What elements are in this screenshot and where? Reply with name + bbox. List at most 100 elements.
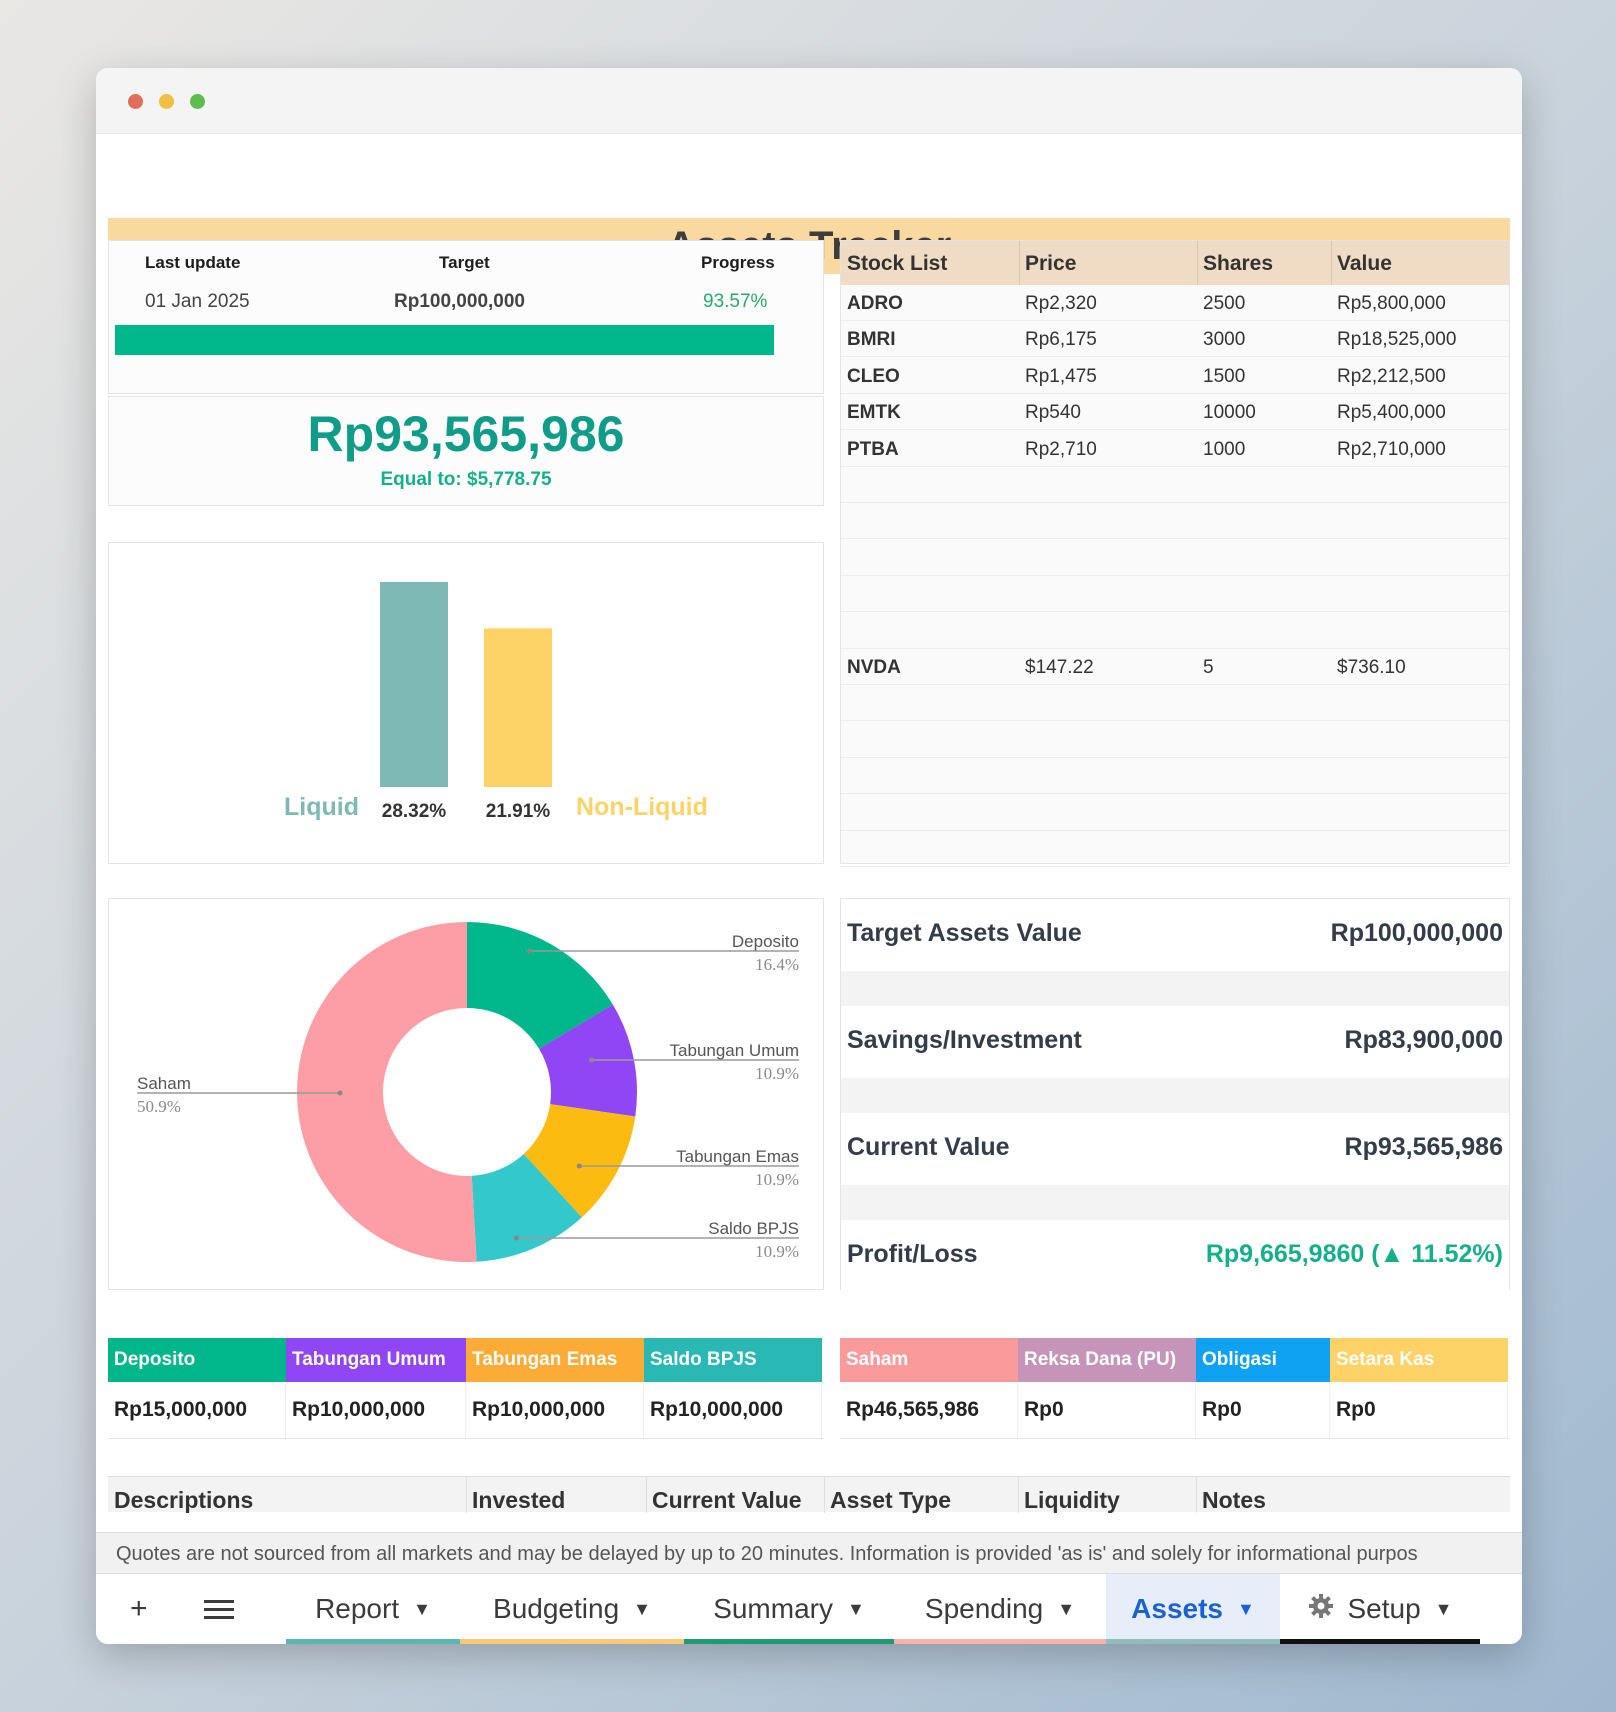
stock-cell-shares: 1000 [1203, 438, 1246, 460]
title-bar [96, 68, 1522, 134]
category-value: Rp0 [1330, 1382, 1508, 1438]
stock-cell-value: Rp18,525,000 [1337, 329, 1457, 351]
stock-cell-price: Rp1,475 [1025, 365, 1097, 387]
donut-value-label: 10.9% [755, 1170, 799, 1189]
summary-card: Last update Target Progress 01 Jan 2025 … [108, 240, 824, 394]
category-header-tabungan-emas: Tabungan Emas [466, 1338, 644, 1382]
category-header-setara-kas: Setara Kas [1330, 1338, 1508, 1382]
stock-empty-row [841, 503, 1509, 540]
stock-header-ticker: Stock List [847, 252, 948, 275]
stock-header-price: Price [1025, 252, 1077, 275]
stock-cell-shares: 1500 [1203, 365, 1246, 387]
category-strip-baseline [840, 1438, 1510, 1439]
stock-table-header: Stock List Price Shares Value [841, 241, 1509, 285]
donut-category-label: Saham [137, 1074, 191, 1093]
bar-category-label: Liquid [284, 793, 359, 821]
stock-cell-value: Rp5,400,000 [1337, 402, 1446, 424]
tab-spending[interactable]: Spending ▼ [894, 1574, 1106, 1644]
gear-icon [1308, 1593, 1334, 1626]
bar-value-label: 21.91% [486, 801, 551, 822]
donut-slice-deposito [467, 922, 613, 1049]
stock-cell-value: Rp5,800,000 [1337, 293, 1446, 314]
tab-setup[interactable]: Setup ▼ [1280, 1574, 1480, 1644]
usd-equivalent: Equal to: $5,778.75 [380, 469, 552, 490]
tab-summary[interactable]: Summary ▼ [684, 1574, 894, 1644]
tab-color-bar [684, 1639, 894, 1644]
stock-row-nvda: NVDA $147.22 5 $736.10 [841, 649, 1509, 685]
tab-budgeting[interactable]: Budgeting ▼ [460, 1574, 684, 1644]
caret-down-icon[interactable]: ▼ [413, 1598, 431, 1619]
stock-cell-ticker: PTBA [847, 438, 899, 460]
stock-cell-shares: 3000 [1203, 329, 1246, 351]
plus-icon[interactable]: + [130, 1592, 148, 1625]
caret-down-icon[interactable]: ▼ [1057, 1598, 1076, 1619]
caret-down-icon[interactable]: ▼ [1434, 1598, 1453, 1619]
stock-cell-price: Rp6,175 [1025, 329, 1097, 351]
metric-current-value: Current Value Rp93,565,986 [841, 1113, 1509, 1185]
desc-header-invested: Invested [472, 1487, 566, 1513]
stock-empty-row [841, 685, 1509, 722]
progress-bar [115, 325, 774, 355]
donut-category-label: Tabungan Umum [670, 1041, 799, 1060]
bar-value-label: 28.32% [382, 801, 447, 822]
tab-label: Spending [924, 1593, 1044, 1624]
category-value: Rp10,000,000 [286, 1382, 466, 1438]
donut-value-label: 10.9% [755, 1242, 799, 1261]
maximize-window-button[interactable] [190, 94, 205, 109]
metric-profit-loss: Profit/Loss Rp9,665,9860 (▲ 11.52%) [841, 1220, 1509, 1292]
metric-label: Target Assets Value [847, 919, 1082, 947]
metric-label: Savings/Investment [847, 1026, 1082, 1054]
minimize-window-button[interactable] [159, 94, 174, 109]
tab-label: Assets [1131, 1593, 1223, 1624]
caret-down-icon[interactable]: ▼ [846, 1598, 865, 1619]
bar-liquid [380, 582, 448, 787]
stock-row-bmri: BMRI Rp6,175 3000 Rp18,525,000 [841, 321, 1509, 358]
donut-slice-tabungan-umum [539, 1004, 637, 1117]
close-window-button[interactable] [128, 94, 143, 109]
stock-row-cleo: CLEO Rp1,475 1500 Rp2,212,500 [841, 358, 1509, 394]
metric-value: Rp83,900,000 [1344, 1026, 1503, 1054]
descriptions-table-header: Descriptions Invested Current Value Asse… [108, 1476, 1510, 1513]
metrics-panel: Target Assets Value Rp100,000,000 Saving… [840, 898, 1510, 1292]
donut-slice-saham [297, 922, 477, 1262]
tab-assets[interactable]: Assets ▼ [1106, 1574, 1280, 1644]
tab-report[interactable]: Report ▼ [286, 1574, 460, 1644]
desc-header-notes: Notes [1202, 1487, 1266, 1513]
metric-label: Profit/Loss [847, 1240, 978, 1268]
category-value: Rp0 [1018, 1382, 1196, 1438]
category-value: Rp46,565,986 [840, 1382, 1018, 1438]
total-assets-value: Rp93,565,986 [307, 406, 625, 462]
target-value: Rp100,000,000 [394, 291, 525, 312]
stock-cell-ticker: NVDA [847, 657, 901, 678]
stock-cell-shares: 10000 [1203, 402, 1256, 424]
stock-cell-ticker: BMRI [847, 329, 896, 351]
donut-value-label: 10.9% [755, 1064, 799, 1083]
stock-cell-shares: 2500 [1203, 293, 1246, 314]
desc-header-descriptions: Descriptions [114, 1487, 254, 1513]
tab-color-bar [894, 1639, 1106, 1644]
stock-list-table: Stock List Price Shares Value ADRO Rp2,32… [840, 240, 1510, 867]
stock-empty-row [841, 831, 1509, 867]
stock-empty-row [841, 722, 1509, 758]
donut-slice-saldo-bpjs [471, 1153, 582, 1262]
hamburger-icon[interactable] [204, 1574, 234, 1644]
stock-empty-row [841, 758, 1509, 795]
tab-label: Report [315, 1593, 400, 1624]
stock-cell-ticker: CLEO [847, 365, 900, 387]
metric-target-assets: Target Assets Value Rp100,000,000 [841, 899, 1509, 971]
tab-color-bar [286, 1639, 460, 1644]
desc-header-asset-type: Asset Type [830, 1487, 952, 1513]
tab-label: Summary [713, 1593, 833, 1624]
caret-down-icon[interactable]: ▼ [633, 1598, 651, 1619]
stock-cell-value: $736.10 [1337, 657, 1406, 678]
metric-label: Current Value [847, 1133, 1010, 1161]
liquidity-chart-panel: 28.32% 21.91% Liquid Non-Liquid [108, 542, 824, 864]
app-window: Assets Tracker Last update Target Progre… [96, 68, 1522, 1644]
caret-down-icon[interactable]: ▼ [1237, 1598, 1255, 1619]
donut-leader-dot [576, 1163, 582, 1169]
donut-category-label: Tabungan Emas [676, 1147, 799, 1166]
stock-cell-price: Rp540 [1025, 402, 1081, 424]
donut-category-label: Deposito [732, 932, 799, 951]
total-card: Rp93,565,986 Equal to: $5,778.75 [108, 396, 824, 506]
quotes-disclaimer: Quotes are not sourced from all markets … [96, 1532, 1522, 1574]
